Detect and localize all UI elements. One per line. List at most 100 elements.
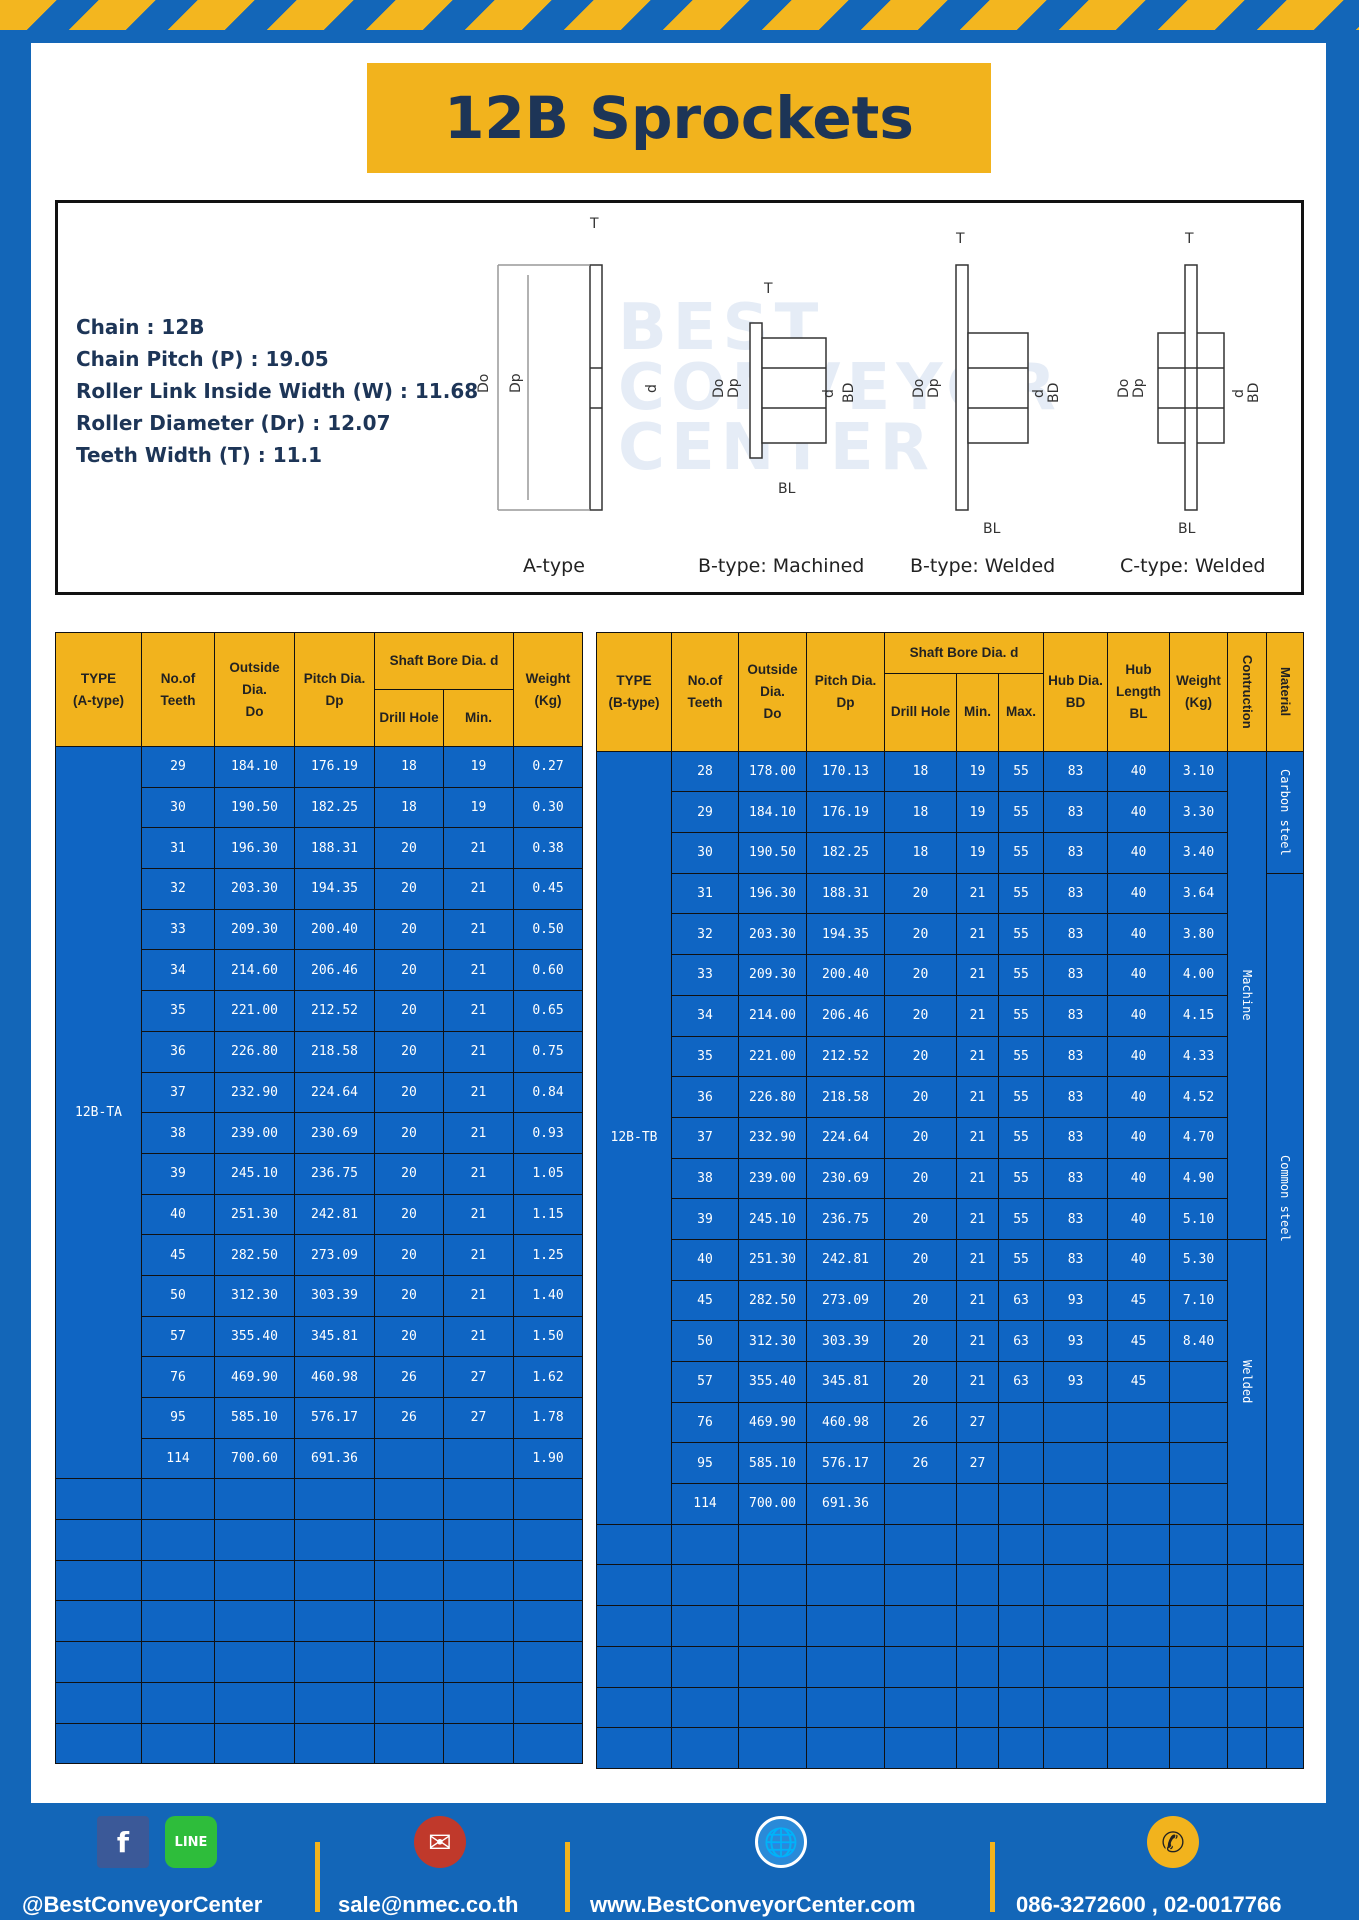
hub-dia-cell: 93 xyxy=(1043,1361,1109,1403)
teeth-cell xyxy=(671,1564,739,1607)
pitch-dia-cell: 576.17 xyxy=(806,1442,885,1485)
min-bore-cell xyxy=(956,1645,999,1688)
weight-cell xyxy=(513,1641,584,1683)
teeth-cell: 114 xyxy=(671,1483,739,1525)
min-bore-cell: 21 xyxy=(442,1234,515,1276)
hub-dia-cell xyxy=(1043,1605,1109,1647)
drill-hole-cell: 20 xyxy=(374,868,444,910)
outside-dia-cell: 221.00 xyxy=(214,990,295,1032)
weight-cell: 4.70 xyxy=(1169,1116,1229,1159)
max-bore-cell: 63 xyxy=(997,1320,1045,1362)
outside-dia-cell: 232.90 xyxy=(214,1071,295,1114)
table-row: 36 226.80 218.58 20 21 0.75 xyxy=(56,1030,584,1073)
table-row: 34 214.60 206.46 20 21 0.60 xyxy=(56,949,584,992)
svg-text:T: T xyxy=(1184,231,1194,247)
weight-cell: 4.00 xyxy=(1169,954,1229,996)
teeth-cell: 34 xyxy=(671,994,739,1037)
hub-length-cell: 40 xyxy=(1107,1035,1171,1078)
pitch-dia-cell xyxy=(294,1478,375,1521)
footer: f LINE @BestConveyorCenter ✉ sale@nmec.c… xyxy=(0,1810,1359,1920)
min-bore-cell: 21 xyxy=(956,1157,999,1200)
outside-dia-cell: 190.50 xyxy=(738,832,807,874)
spec-pitch: Chain Pitch (P) : 19.05 xyxy=(76,347,329,371)
hub-dia-cell: 83 xyxy=(1043,872,1109,915)
email-link[interactable]: sale@nmec.co.th xyxy=(338,1892,519,1917)
hub-dia-cell xyxy=(1043,1483,1109,1525)
social-handle[interactable]: @BestConveyorCenter xyxy=(22,1892,263,1917)
hub-length-cell: 40 xyxy=(1107,994,1171,1037)
website-link[interactable]: www.BestConveyorCenter.com xyxy=(590,1892,916,1917)
empty-cell xyxy=(596,1727,672,1769)
table-row: 30 190.50 182.25 18 19 55 83 40 3.40 xyxy=(597,832,1304,874)
header-hub-length: Hub Length BL xyxy=(1107,632,1171,752)
table-row: 35 221.00 212.52 20 21 55 83 40 4.33 xyxy=(597,1035,1304,1078)
outside-dia-cell xyxy=(214,1600,295,1643)
outside-dia-cell xyxy=(214,1722,295,1765)
teeth-cell: 34 xyxy=(141,949,215,992)
min-bore-cell xyxy=(442,1559,515,1602)
svg-text:Do: Do xyxy=(911,379,927,398)
max-bore-cell: 55 xyxy=(997,1238,1045,1281)
drill-hole-cell: 20 xyxy=(884,1198,957,1240)
table-row xyxy=(596,1727,1305,1769)
material-common-steel: Common steel xyxy=(1266,872,1305,1525)
weight-cell: 1.40 xyxy=(513,1274,584,1317)
hub-dia-cell: 83 xyxy=(1043,1116,1109,1159)
spec-chain: Chain : 12B xyxy=(76,315,205,339)
divider xyxy=(315,1842,320,1912)
pitch-dia-cell: 230.69 xyxy=(806,1157,885,1200)
table-row: 36 226.80 218.58 20 21 55 83 40 4.52 xyxy=(597,1076,1304,1118)
min-bore-cell: 21 xyxy=(956,1320,999,1362)
hub-length-cell: 40 xyxy=(1107,1157,1171,1200)
svg-text:BL: BL xyxy=(983,521,1001,537)
teeth-cell: 38 xyxy=(141,1112,215,1154)
weight-cell xyxy=(1169,1686,1229,1729)
min-bore-cell: 21 xyxy=(442,1030,515,1073)
weight-cell: 5.10 xyxy=(1169,1198,1229,1240)
min-bore-cell: 21 xyxy=(442,1152,515,1195)
facebook-icon[interactable]: f xyxy=(97,1816,149,1868)
empty-cell xyxy=(55,1478,142,1521)
svg-text:Dp: Dp xyxy=(508,373,524,393)
empty-cell xyxy=(1266,1686,1305,1729)
chain-specs: Chain : 12B Chain Pitch (P) : 19.05 Roll… xyxy=(76,311,478,471)
hub-length-cell xyxy=(1107,1605,1171,1647)
min-bore-cell xyxy=(956,1564,999,1607)
pitch-dia-cell: 303.39 xyxy=(806,1320,885,1362)
empty-cell xyxy=(1266,1523,1305,1566)
type-cell: 12B-TA xyxy=(55,745,142,1480)
teeth-cell: 36 xyxy=(671,1076,739,1118)
outside-dia-cell: 209.30 xyxy=(214,908,295,951)
drill-hole-cell: 20 xyxy=(374,1112,444,1154)
min-bore-cell: 21 xyxy=(442,1193,515,1236)
pitch-dia-cell xyxy=(294,1681,375,1724)
teeth-cell: 38 xyxy=(671,1157,739,1200)
drill-hole-cell: 20 xyxy=(884,872,957,915)
teeth-cell: 33 xyxy=(141,908,215,951)
drill-hole-cell xyxy=(884,1483,957,1525)
table-row: 12B-TA 29 184.10 176.19 18 19 0.27 xyxy=(55,745,584,1480)
line-icon[interactable]: LINE xyxy=(165,1816,217,1868)
min-bore-cell xyxy=(956,1523,999,1566)
outside-dia-cell: 232.90 xyxy=(738,1116,807,1159)
pitch-dia-cell: 200.40 xyxy=(806,954,885,996)
hub-length-cell: 45 xyxy=(1107,1279,1171,1322)
weight-cell: 3.64 xyxy=(1169,872,1229,915)
drill-hole-cell xyxy=(374,1559,444,1602)
max-bore-cell: 63 xyxy=(997,1361,1045,1403)
weight-cell: 1.50 xyxy=(513,1315,584,1358)
min-bore-cell xyxy=(442,1641,515,1683)
min-bore-cell: 19 xyxy=(956,791,999,834)
pitch-dia-cell: 212.52 xyxy=(806,1035,885,1078)
header-shaft-bore: Shaft Bore Dia. d xyxy=(373,632,515,690)
pitch-dia-cell: 303.39 xyxy=(294,1274,375,1317)
table-row xyxy=(55,1641,584,1683)
header-outside-dia: Outside Dia. Do xyxy=(214,632,295,747)
drill-hole-cell xyxy=(374,1681,444,1724)
caption-c-welded: C-type: Welded xyxy=(1120,555,1266,577)
table-row: 114 700.60 691.36 1.90 xyxy=(56,1437,584,1480)
phone-numbers[interactable]: 086-3272600 , 02-0017766 xyxy=(1016,1892,1282,1917)
min-bore-cell: 21 xyxy=(956,1279,999,1322)
weight-cell: 4.15 xyxy=(1169,994,1229,1037)
teeth-cell: 57 xyxy=(141,1315,215,1358)
